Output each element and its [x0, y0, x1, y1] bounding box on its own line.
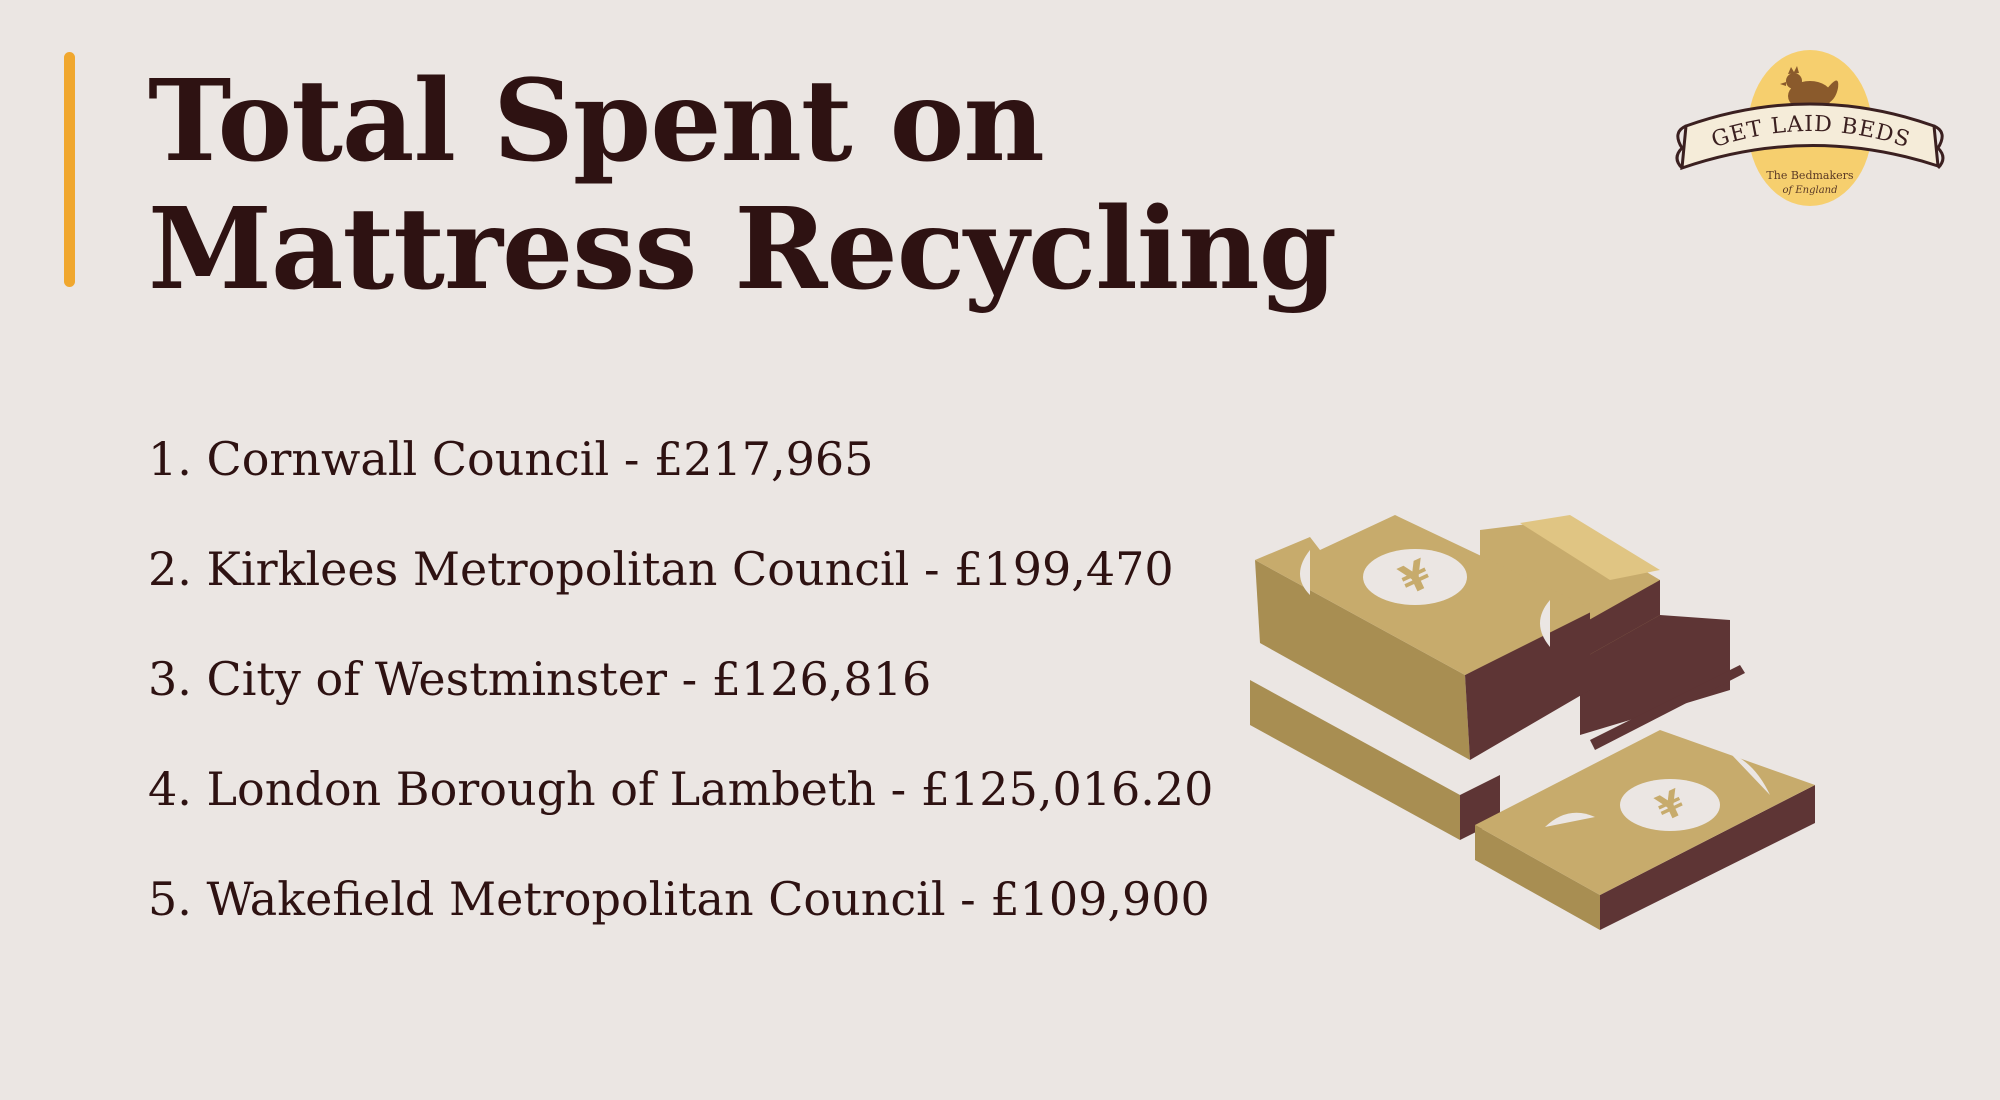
list-item: 5. Wakefield Metropolitan Council - £109… [148, 872, 1210, 926]
logo-tagline-line2: of England [1782, 185, 1837, 196]
money-stack-icon: ¥ ¥ [1250, 515, 1815, 930]
council-spending-list: 1. Cornwall Council - £217,965 2. Kirkle… [148, 404, 1213, 954]
list-item: 4. London Borough of Lambeth - £125,016.… [148, 762, 1214, 816]
front-money-stack: ¥ [1475, 730, 1815, 930]
title-accent-bar [64, 52, 75, 287]
brand-logo: GET LAID BEDS The Bedmakers of England [1675, 50, 1945, 206]
logo-tagline-line1: The Bedmakers [1766, 169, 1853, 182]
list-item: 1. Cornwall Council - £217,965 [148, 432, 874, 486]
list-item: 2. Kirklees Metropolitan Council - £199,… [148, 542, 1174, 596]
list-item: 3. City of Westminster - £126,816 [148, 652, 932, 706]
page-title: Total Spent on Mattress Recycling [148, 56, 1337, 315]
left-money-stack-upper: ¥ [1255, 515, 1595, 760]
